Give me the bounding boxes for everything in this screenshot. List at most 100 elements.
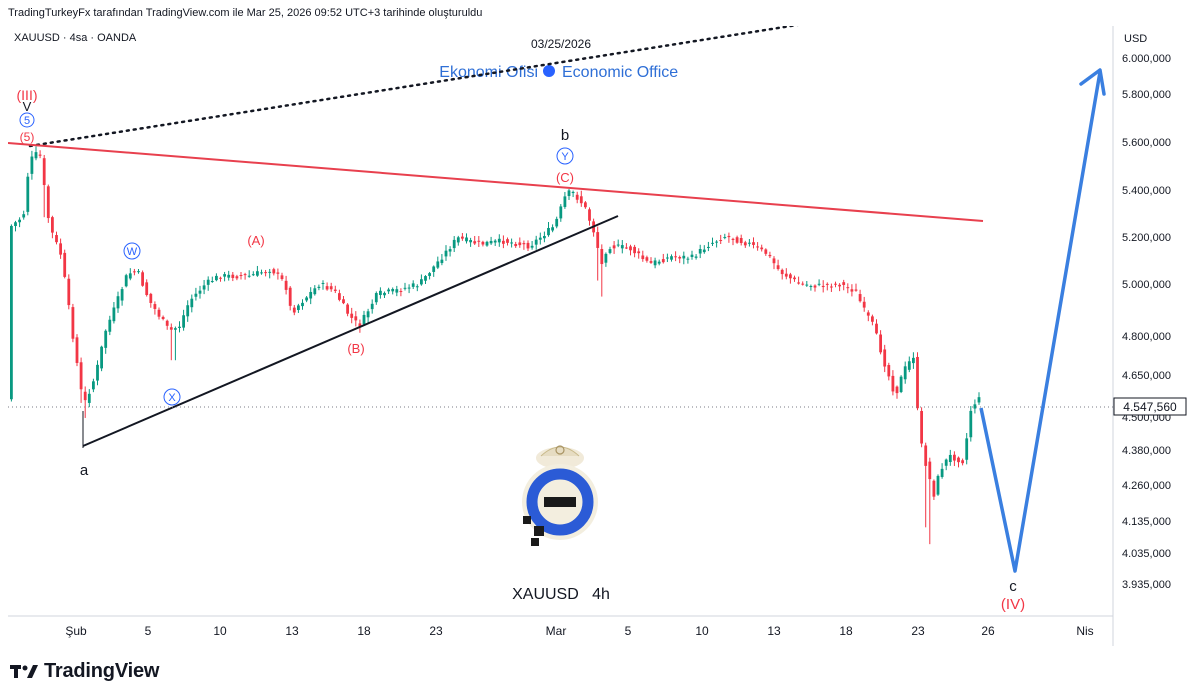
price-tick-label: 5.200,000 xyxy=(1122,232,1171,244)
time-tick-label: 18 xyxy=(839,624,853,638)
candle xyxy=(210,276,214,283)
projection-path[interactable] xyxy=(979,71,1102,573)
candle xyxy=(854,283,858,292)
candle xyxy=(686,256,690,264)
candle xyxy=(809,284,813,291)
candle xyxy=(452,236,456,253)
candle xyxy=(907,356,911,373)
candle xyxy=(194,287,198,301)
price-tick-label: 4.135,000 xyxy=(1122,516,1171,528)
candle xyxy=(629,244,632,256)
candle xyxy=(128,268,132,281)
candle xyxy=(846,283,850,294)
price-tick-label: 4.800,000 xyxy=(1122,331,1171,343)
resistance-trendline[interactable] xyxy=(7,142,984,222)
candle xyxy=(366,308,370,324)
candle xyxy=(674,251,677,262)
candle xyxy=(55,231,58,245)
candle xyxy=(137,268,140,274)
candle xyxy=(887,362,891,381)
candle xyxy=(871,314,874,326)
candle xyxy=(67,274,71,310)
candle xyxy=(616,239,620,248)
candle xyxy=(342,295,345,305)
label-wave-iii: (III) xyxy=(17,87,38,103)
candle xyxy=(653,257,657,269)
chart-area[interactable]: XAUUSD · 4sa · OANDA 03/25/2026 USD Ekon… xyxy=(7,20,1193,646)
candle xyxy=(383,291,386,299)
candle xyxy=(678,255,682,264)
candlestick-series xyxy=(10,146,981,545)
candle xyxy=(198,285,202,299)
candle xyxy=(633,244,636,258)
candle xyxy=(305,296,308,303)
candle xyxy=(169,323,173,361)
candle xyxy=(469,237,472,247)
candle xyxy=(543,231,546,243)
candle xyxy=(321,280,325,290)
candle xyxy=(879,330,882,355)
label-wave-a-lower: a xyxy=(80,462,89,479)
candle xyxy=(96,360,99,386)
candle xyxy=(477,236,481,247)
candle xyxy=(743,240,747,248)
candle xyxy=(231,271,235,282)
candle xyxy=(641,250,645,262)
candle xyxy=(100,345,103,372)
candle xyxy=(268,268,272,279)
candle xyxy=(141,270,144,287)
candle xyxy=(186,300,190,322)
support-trendline[interactable] xyxy=(82,215,619,447)
candle xyxy=(538,232,542,245)
candle xyxy=(440,254,444,266)
candle xyxy=(247,270,251,278)
time-tick-label: 13 xyxy=(285,624,299,638)
candle xyxy=(42,154,46,218)
price-axis[interactable]: 6.000,000 5.800,000 5.600,000 5.400,000 5.20… xyxy=(1122,53,1171,591)
candle xyxy=(34,146,38,161)
candle xyxy=(38,150,42,159)
candle xyxy=(276,268,280,280)
candle xyxy=(953,451,956,467)
dotted-upper-trendline[interactable] xyxy=(28,20,818,148)
candle xyxy=(702,245,706,254)
candle xyxy=(432,265,436,277)
candle xyxy=(862,296,866,312)
candle xyxy=(670,254,673,262)
circle-five xyxy=(19,112,35,128)
time-axis[interactable]: Şub 5 10 13 18 23 Mar 5 10 13 18 23 26 Nis xyxy=(65,624,1093,638)
tradingview-footer[interactable]: TradingView xyxy=(10,658,159,684)
candle xyxy=(174,326,177,361)
candle xyxy=(46,184,50,223)
candle xyxy=(559,204,563,222)
candle xyxy=(272,267,276,276)
candle xyxy=(481,240,485,247)
candle xyxy=(387,287,390,294)
candle xyxy=(764,248,768,256)
candle xyxy=(530,241,534,250)
price-tick-label: 5.800,000 xyxy=(1122,89,1171,101)
candle xyxy=(727,232,731,243)
candle xyxy=(838,283,841,292)
time-tick-label: 5 xyxy=(145,624,152,638)
currency-label: USD xyxy=(1124,33,1147,45)
candle xyxy=(858,289,862,303)
price-tick-label: 5.000,000 xyxy=(1122,279,1171,291)
candle xyxy=(731,237,735,246)
candle xyxy=(789,272,792,284)
candle xyxy=(793,275,796,282)
candle xyxy=(190,294,194,313)
label-wave-c-lower: c xyxy=(1009,578,1017,595)
candle xyxy=(620,240,624,254)
candle xyxy=(301,299,304,310)
price-chart[interactable]: XAUUSD · 4sa · OANDA 03/25/2026 USD Ekon… xyxy=(7,20,1193,646)
candle xyxy=(883,344,887,373)
candle xyxy=(506,237,509,246)
candle xyxy=(584,201,587,209)
candle xyxy=(899,375,903,394)
candle xyxy=(944,458,948,471)
candle xyxy=(202,279,206,295)
candle xyxy=(436,256,440,270)
candle xyxy=(567,188,571,200)
candle xyxy=(821,280,825,293)
